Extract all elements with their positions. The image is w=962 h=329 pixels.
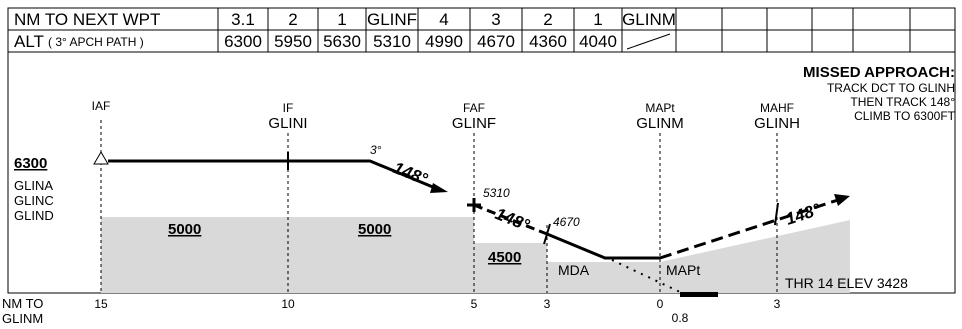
holding-fix: GLINA <box>14 178 53 193</box>
table-cell: 5310 <box>373 32 411 51</box>
table-cell: 6300 <box>224 32 262 51</box>
sector-altitude: 4500 <box>488 249 521 266</box>
distance-tick: 3 <box>774 297 781 311</box>
table-cell: 5950 <box>274 32 312 51</box>
mda-label: MDA <box>558 262 590 278</box>
glide-angle: 3° <box>370 143 382 157</box>
flight-path <box>108 152 839 293</box>
table-cell: 2 <box>543 10 552 29</box>
missed-title: MISSED APPROACH: <box>803 64 955 81</box>
table-grid <box>7 7 956 53</box>
fix-name: GLINH <box>754 115 800 132</box>
step-altitude: 4670 <box>553 215 580 229</box>
table-cell: 2 <box>288 10 297 29</box>
fix-role: IAF <box>92 99 111 113</box>
distance-tick: 3 <box>544 297 551 311</box>
sector-altitude: 5000 <box>358 221 391 238</box>
table-cell: 4990 <box>425 32 463 51</box>
arrow <box>430 183 448 193</box>
table-cell: 4 <box>439 10 448 29</box>
track-label: 148° <box>493 204 533 235</box>
track-label: 148° <box>783 200 823 229</box>
table-cell: GLINM <box>622 10 676 29</box>
table-cell: 1 <box>593 10 602 29</box>
holding-fix: GLINC <box>14 193 54 208</box>
missed-line: THEN TRACK 148° <box>850 95 955 109</box>
arrow <box>834 194 850 206</box>
mapt-label: MAPt <box>666 262 700 278</box>
table-cell: 4040 <box>579 32 617 51</box>
iaf-symbol <box>93 151 109 165</box>
fix-role: MAHF <box>760 101 794 115</box>
terrain <box>101 217 850 293</box>
axis-title: NM TO <box>2 296 43 311</box>
fix-role: IF <box>283 101 294 115</box>
table-cell: 3 <box>491 10 500 29</box>
table-cell: GLINF <box>367 10 417 29</box>
runway-bar <box>680 292 718 297</box>
fix-role: MAPt <box>645 101 675 115</box>
table-cell: 3.1 <box>231 10 255 29</box>
table-sublabel: ( 3° APCH PATH ) <box>48 35 144 49</box>
fix-name: GLINF <box>452 115 496 132</box>
sector-altitude: 5000 <box>168 221 201 238</box>
distance-tick: 5 <box>471 297 478 311</box>
faf-altitude: 5310 <box>483 186 510 200</box>
initial-altitude: 6300 <box>14 155 47 172</box>
distance-tick: 0.8 <box>672 311 689 325</box>
missed-line: CLIMB TO 6300FT <box>854 109 956 123</box>
faf-symbol <box>467 198 481 212</box>
table-cell: 4360 <box>529 32 567 51</box>
track-label: 148° <box>391 158 431 189</box>
table-label: NM TO NEXT WPT <box>14 10 160 29</box>
table-cell: 4670 <box>477 32 515 51</box>
holding-fix: GLIND <box>14 208 54 223</box>
table-cell: 1 <box>337 10 346 29</box>
axis-title: GLINM <box>2 311 43 326</box>
fix-role: FAF <box>463 101 485 115</box>
fix-name: GLINM <box>636 115 684 132</box>
threshold-label: THR 14 ELEV 3428 <box>785 275 908 291</box>
table-label: ALT <box>14 32 44 51</box>
missed-line: TRACK DCT TO GLINH <box>827 81 955 95</box>
distance-tick: 0 <box>657 297 664 311</box>
distance-tick: 10 <box>281 297 295 311</box>
fix-name: GLINI <box>268 115 307 132</box>
distance-tick: 15 <box>94 297 108 311</box>
table-cell: 5630 <box>323 32 361 51</box>
